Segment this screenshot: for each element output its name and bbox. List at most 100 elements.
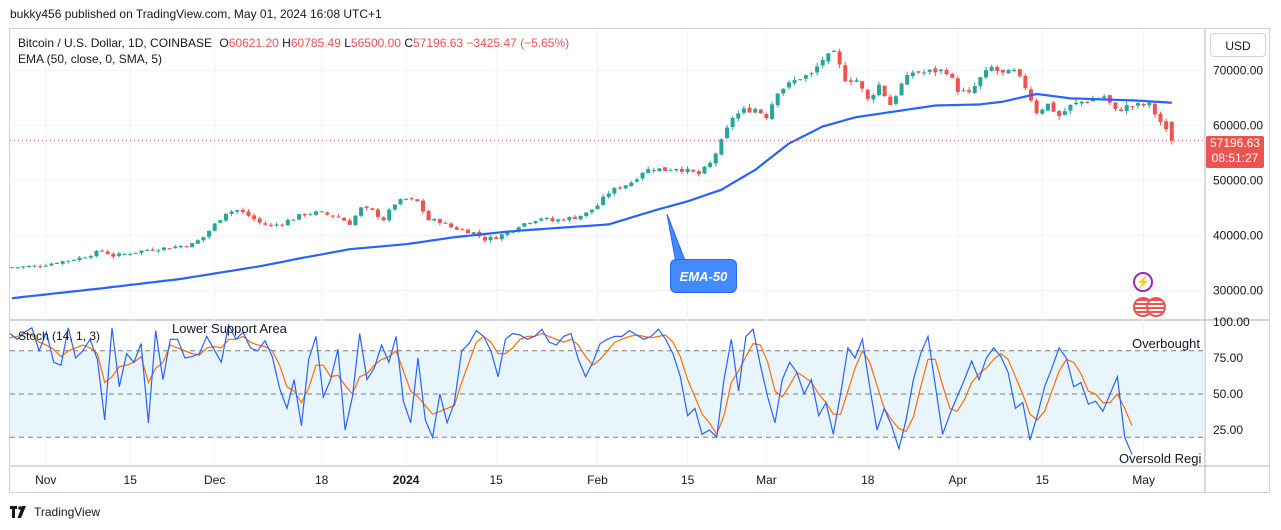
candle-body	[995, 66, 1000, 71]
candle-body	[651, 170, 656, 172]
candle-body	[353, 215, 358, 226]
candle	[336, 214, 341, 218]
candle-body	[1147, 102, 1152, 106]
candle	[1113, 102, 1118, 112]
candle-body	[111, 253, 116, 257]
candle-body	[415, 199, 420, 202]
candle	[381, 216, 386, 221]
close-value: 57196.63	[413, 36, 464, 50]
candle	[753, 107, 758, 114]
candle-body	[201, 237, 206, 241]
candle-body	[235, 209, 240, 212]
candle	[235, 209, 240, 214]
candle	[252, 213, 257, 222]
candle	[1169, 121, 1174, 145]
candle-body	[285, 219, 290, 226]
candle-body	[725, 127, 730, 139]
candle-body	[685, 168, 690, 173]
lower-support-label: Lower Support Area	[172, 321, 287, 336]
candle	[133, 252, 138, 255]
candle-body	[826, 53, 831, 62]
candle	[190, 242, 195, 248]
candle	[105, 249, 110, 255]
candle	[527, 222, 532, 225]
stoch-lines	[9, 323, 1133, 455]
candle	[758, 108, 763, 114]
candle-body	[150, 249, 155, 251]
candle	[747, 103, 752, 113]
stoch-legend[interactable]: Stoch (14, 1, 3)	[18, 329, 101, 343]
candle	[1062, 107, 1067, 116]
candle-body	[640, 172, 645, 179]
candle-body	[207, 230, 212, 237]
candle	[223, 213, 228, 223]
candle	[268, 222, 273, 228]
candle-body	[488, 236, 493, 241]
candle-body	[713, 153, 718, 164]
candle-body	[387, 209, 392, 221]
symbol-label[interactable]: Bitcoin / U.S. Dollar, 1D, COINBASE	[18, 36, 213, 50]
candle	[685, 166, 690, 175]
candle-body	[218, 220, 223, 223]
candle	[843, 61, 848, 82]
candle	[719, 138, 724, 156]
candle	[995, 64, 1000, 75]
candle	[696, 169, 701, 177]
ema-line-group	[11, 92, 1172, 300]
candle-body	[263, 223, 268, 225]
candle-body	[601, 196, 606, 205]
candle	[387, 207, 392, 223]
ema-50-line	[11, 92, 1172, 300]
candle	[178, 245, 183, 249]
candle-body	[578, 215, 583, 220]
candle-body	[246, 211, 251, 216]
candle-body	[1012, 69, 1017, 72]
candle-body	[291, 219, 296, 221]
candle-body	[798, 79, 803, 81]
candle	[736, 110, 741, 122]
candle	[494, 235, 499, 240]
candle-body	[1102, 96, 1107, 98]
candle-body	[792, 80, 797, 84]
candle	[668, 168, 673, 172]
candle-body	[449, 223, 454, 228]
candle-body	[950, 73, 955, 78]
candle	[325, 211, 330, 216]
candle-body	[831, 50, 836, 52]
candle	[938, 68, 943, 75]
candle-body	[88, 256, 93, 258]
ema-legend[interactable]: EMA (50, close, 0, SMA, 5)	[18, 52, 163, 66]
candle-body	[646, 169, 651, 174]
candle-body	[330, 215, 335, 217]
candle	[10, 267, 14, 269]
candle	[43, 263, 48, 267]
candle	[848, 77, 853, 86]
candle-body	[359, 207, 364, 216]
candle	[274, 222, 279, 228]
candle-body	[15, 267, 20, 269]
us-flag-icon-2[interactable]	[1146, 297, 1166, 317]
candle	[449, 222, 454, 229]
candle	[71, 259, 76, 262]
candle-body	[567, 216, 572, 221]
candle	[1000, 69, 1005, 76]
candle-body	[21, 266, 26, 268]
stoch-tick-label: 75.00	[1213, 351, 1243, 365]
candle	[308, 212, 313, 216]
lightning-icon[interactable]: ⚡	[1133, 272, 1153, 292]
candle-body	[691, 169, 696, 172]
candle	[882, 85, 887, 97]
candle-body	[432, 218, 437, 221]
stoch-k-line	[9, 323, 1133, 455]
candle-body	[1006, 69, 1011, 74]
candle	[83, 256, 88, 259]
candle	[122, 253, 127, 255]
candle-body	[178, 245, 183, 248]
currency-button[interactable]: USD	[1210, 33, 1266, 57]
candle-body	[297, 214, 302, 220]
price-tick-label: 40000.00	[1213, 228, 1263, 242]
candle	[364, 205, 369, 211]
candle-body	[1000, 69, 1005, 73]
candle	[663, 167, 668, 172]
